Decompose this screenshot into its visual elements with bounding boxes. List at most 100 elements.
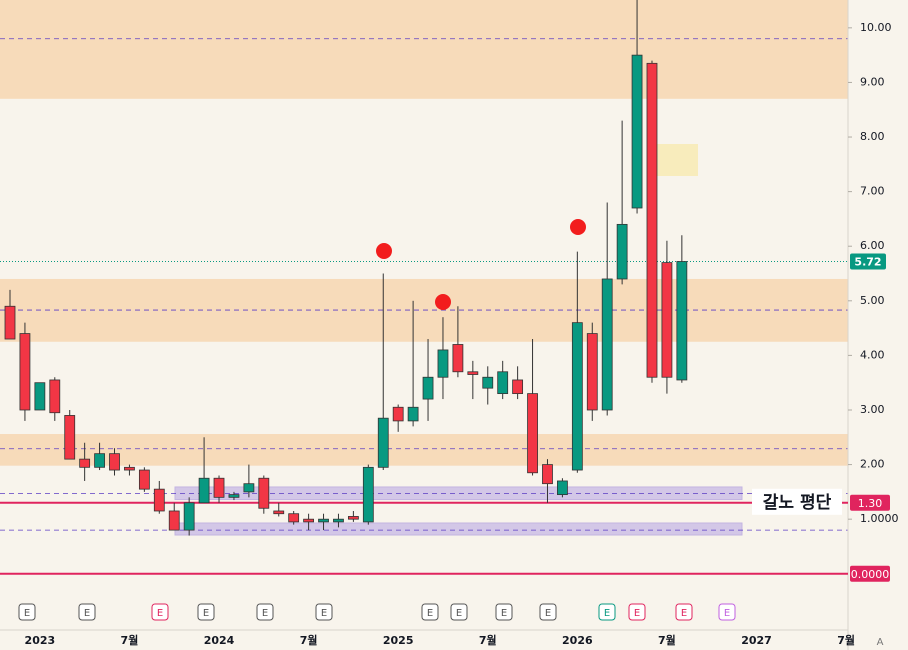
event-label: E <box>157 608 163 619</box>
event-label: E <box>84 608 90 619</box>
event-label: E <box>501 608 507 619</box>
candle-body <box>64 415 76 460</box>
price-badge-label: 5.72 <box>854 255 881 268</box>
y-tick-label: 3.00 <box>860 403 885 416</box>
candle-body <box>661 262 673 378</box>
candle-body <box>273 510 285 515</box>
event-marker[interactable] <box>197 603 215 621</box>
price-badge-label: 1.30 <box>858 497 883 510</box>
candle-body <box>4 305 16 340</box>
candle-body <box>94 453 105 468</box>
annotation: 갈노 평단 <box>763 493 832 513</box>
candle-body <box>198 477 210 504</box>
event-label: E <box>203 608 209 619</box>
x-tick-label: 7월 <box>479 633 497 647</box>
annotation-bg <box>752 488 842 515</box>
y-tick-label: 7.00 <box>860 185 885 198</box>
candle-body <box>19 333 31 411</box>
highlight-box <box>656 144 698 176</box>
candle-body <box>407 406 419 422</box>
x-tick-label: 2027 <box>741 634 772 647</box>
candle-body <box>288 513 300 523</box>
price-badge <box>850 494 890 511</box>
zone <box>0 0 848 99</box>
candle-body <box>213 477 225 498</box>
x-tick-label: 7월 <box>837 633 855 647</box>
event-marker[interactable] <box>256 603 274 621</box>
y-tick-label: 8.00 <box>860 130 885 143</box>
x-tick-label: 7월 <box>658 633 676 647</box>
event-marker[interactable] <box>151 603 169 621</box>
event-marker[interactable] <box>495 603 513 621</box>
signal-dot <box>570 219 586 235</box>
event-label: E <box>262 608 268 619</box>
signal-dot <box>435 294 451 310</box>
y-tick-label: 1.0000 <box>860 512 899 525</box>
candle-body <box>228 494 240 498</box>
candle-body <box>452 344 464 373</box>
candle-body <box>347 516 359 520</box>
candle-body <box>527 393 538 474</box>
candle-body <box>631 54 643 209</box>
event-label: E <box>456 608 462 619</box>
candle-body <box>153 488 165 512</box>
x-tick-label: 2023 <box>25 634 56 647</box>
x-tick-label: 2025 <box>383 634 414 647</box>
event-marker[interactable] <box>78 603 96 621</box>
candle-body <box>109 453 120 471</box>
event-label: E <box>321 608 327 619</box>
event-marker[interactable] <box>421 603 439 621</box>
candle-body <box>467 371 479 375</box>
candle-body <box>318 518 329 523</box>
y-tick-label: 10.00 <box>860 21 892 34</box>
candle-body <box>333 518 344 523</box>
candle-body <box>124 466 135 471</box>
candle-body <box>362 466 374 523</box>
candle-body <box>392 406 404 422</box>
candle-body <box>243 483 255 493</box>
candle-body <box>79 458 91 468</box>
y-tick-label: 4.00 <box>860 348 885 361</box>
candle-body <box>542 464 553 485</box>
x-tick-label: 2024 <box>204 634 235 647</box>
x-tick-label: 2026 <box>562 634 593 647</box>
candle-body <box>571 322 583 471</box>
price-badge <box>850 253 886 270</box>
candle-body <box>377 417 389 468</box>
candle-body <box>138 469 150 490</box>
zone <box>0 434 848 466</box>
event-marker[interactable] <box>315 603 333 621</box>
x-tick-label: 7월 <box>121 633 139 647</box>
event-label: E <box>427 608 433 619</box>
candle-body <box>168 510 180 531</box>
candle-body <box>422 376 434 400</box>
candle-body <box>258 477 270 509</box>
event-marker[interactable] <box>598 603 616 621</box>
event-marker[interactable] <box>628 603 646 621</box>
y-tick-label: 2.00 <box>860 458 885 471</box>
event-marker[interactable] <box>450 603 468 621</box>
y-tick-label: 5.00 <box>860 294 885 307</box>
event-label: E <box>545 608 551 619</box>
x-tick-label: 7월 <box>300 633 318 647</box>
candle-body <box>34 382 46 411</box>
candle-body <box>482 376 494 389</box>
price-badge-label: 0.0000 <box>851 568 890 581</box>
band <box>174 522 743 536</box>
event-marker[interactable] <box>539 603 557 621</box>
candle-body <box>183 502 195 531</box>
event-marker[interactable] <box>718 603 736 621</box>
corner-label: A <box>877 637 884 648</box>
event-label: E <box>724 608 730 619</box>
candle-body <box>646 62 658 378</box>
candle-body <box>49 379 61 414</box>
y-tick-label: 9.00 <box>860 75 885 88</box>
event-label: E <box>24 608 30 619</box>
candle-body <box>497 371 509 395</box>
event-label: E <box>681 608 687 619</box>
candle-body <box>557 480 568 496</box>
candle-body <box>676 261 688 381</box>
event-marker[interactable] <box>675 603 693 621</box>
event-marker[interactable] <box>18 603 36 621</box>
